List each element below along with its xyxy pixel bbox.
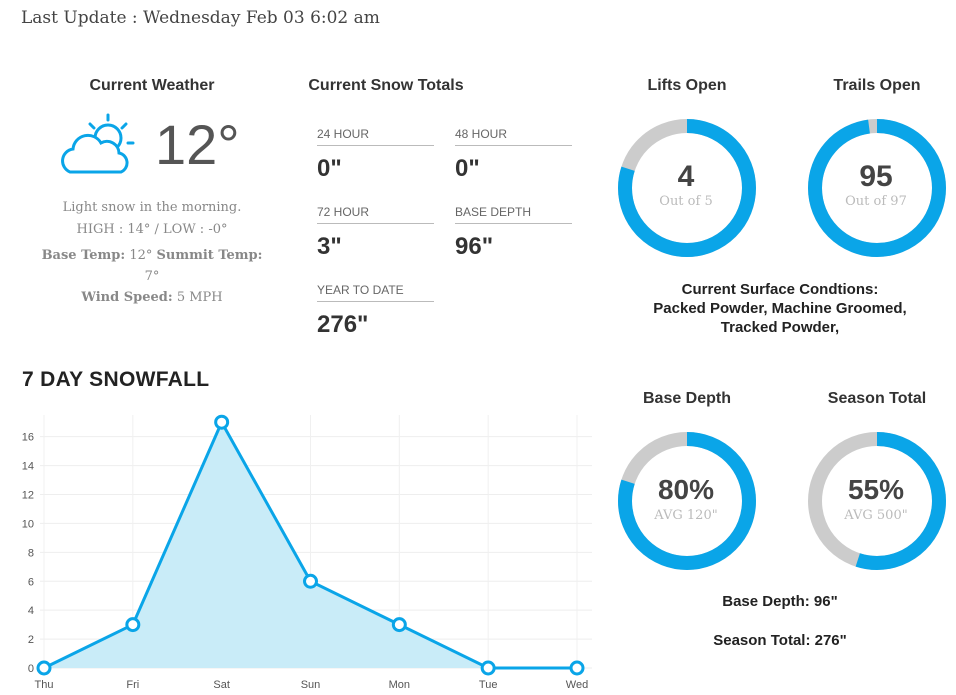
current-temperature: 12° xyxy=(155,113,240,176)
trails-ring-fill xyxy=(808,119,946,257)
trails-title: Trails Open xyxy=(833,77,921,94)
wind-label: Wind Speed: xyxy=(81,290,173,305)
x-tick-label: Thu xyxy=(35,679,54,691)
total-label-base: BASE DEPTH xyxy=(455,205,572,224)
wind-value: 5 MPH xyxy=(176,290,223,305)
y-tick-label: 2 xyxy=(28,634,34,646)
base-depth-ring-fill xyxy=(618,432,756,570)
y-tick-label: 4 xyxy=(28,605,34,617)
x-tick-label: Wed xyxy=(566,679,588,691)
temps-line: Base Temp: 12° Summit Temp: 7° xyxy=(32,245,272,287)
base-depth-percent: 80% xyxy=(657,474,715,505)
high-low: HIGH : 14° / LOW : -0° xyxy=(76,222,228,237)
summit-temp-label: Summit Temp: xyxy=(156,248,263,263)
snowfall-chart: 0 2 4 6 8 10 12 14 16 Thu Fri Sat Sun Mon Tue Wed xyxy=(22,414,592,691)
trails-donut xyxy=(808,119,946,257)
total-label-ytd: YEAR TO DATE xyxy=(317,283,434,302)
y-tick-label: 10 xyxy=(22,518,34,530)
base-temp-value: 12° xyxy=(129,248,153,263)
total-value-48h: 0" xyxy=(455,155,480,182)
trails-value: 95 xyxy=(859,160,893,193)
weather-description: Light snow in the morning. xyxy=(62,200,242,215)
x-tick-label: Sat xyxy=(213,679,230,691)
data-point-tue xyxy=(480,660,496,676)
conditions-line-1: Packed Powder, Machine Groomed, xyxy=(653,300,907,317)
total-value-24h: 0" xyxy=(317,155,342,182)
season-total-donut xyxy=(808,432,946,570)
season-total-title: Season Total xyxy=(827,390,927,407)
x-tick-label: Tue xyxy=(479,679,498,691)
x-tick-label: Sun xyxy=(301,679,321,691)
season-total-avg: AVG 500" xyxy=(844,508,908,523)
lifts-donut xyxy=(618,119,756,257)
partly-cloudy-icon xyxy=(61,113,135,174)
surface-conditions: Current Surface Condtions: Packed Powder… xyxy=(610,280,950,337)
y-tick-label: 8 xyxy=(28,547,34,559)
total-label-24h: 24 HOUR xyxy=(317,127,434,146)
data-point-sun xyxy=(303,573,318,589)
season-total-ring-fill xyxy=(808,432,946,570)
total-label-72h: 72 HOUR xyxy=(317,205,434,224)
y-tick-label: 12 xyxy=(22,490,34,502)
total-value-72h: 3" xyxy=(317,233,342,260)
base-temp-label: Base Temp: xyxy=(41,248,126,263)
lifts-sub: Out of 5 xyxy=(659,194,713,209)
base-depth-summary: Base Depth: 96" xyxy=(722,593,838,610)
total-value-ytd: 276" xyxy=(317,311,369,338)
data-point-wed xyxy=(569,660,585,676)
x-tick-label: Mon xyxy=(389,679,410,691)
data-point-sat xyxy=(214,414,230,430)
data-point-mon xyxy=(391,617,407,633)
x-tick-label: Fri xyxy=(126,679,139,691)
y-tick-label: 14 xyxy=(22,461,34,473)
total-value-base: 96" xyxy=(455,233,494,260)
lifts-ring-fill xyxy=(618,119,756,257)
wind-line: Wind Speed: 5 MPH xyxy=(32,290,272,305)
snow-totals-title: Current Snow Totals xyxy=(308,77,464,94)
data-point-thu xyxy=(36,660,52,676)
current-weather-title: Current Weather xyxy=(89,77,215,94)
last-update: Last Update : Wednesday Feb 03 6:02 am xyxy=(21,8,380,28)
base-depth-avg: AVG 120" xyxy=(654,508,718,523)
snowfall-area xyxy=(44,422,577,668)
conditions-heading: Current Surface Condtions: xyxy=(681,281,879,298)
y-tick-label: 0 xyxy=(28,663,34,675)
total-label-48h: 48 HOUR xyxy=(455,127,572,146)
summit-temp-value: 7° xyxy=(144,269,160,284)
y-tick-label: 6 xyxy=(28,576,34,588)
trails-sub: Out of 97 xyxy=(845,194,907,209)
base-depth-title: Base Depth xyxy=(642,390,732,407)
data-point-fri xyxy=(125,617,141,633)
y-tick-label: 16 xyxy=(22,432,34,444)
chart-title: 7 DAY SNOWFALL xyxy=(22,368,210,391)
lifts-title: Lifts Open xyxy=(647,77,727,94)
season-total-summary: Season Total: 276" xyxy=(713,632,847,649)
season-total-percent: 55% xyxy=(847,474,905,505)
conditions-line-2: Tracked Powder, xyxy=(720,319,840,336)
lifts-value: 4 xyxy=(677,160,695,193)
base-depth-donut xyxy=(618,432,756,570)
